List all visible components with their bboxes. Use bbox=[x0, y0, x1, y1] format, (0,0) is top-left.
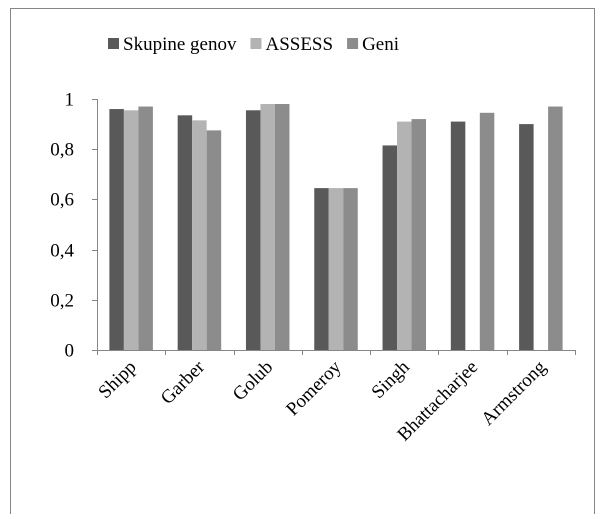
bar bbox=[411, 119, 427, 350]
bar bbox=[314, 188, 329, 350]
y-tick-label: 0 bbox=[65, 341, 75, 362]
legend-label: ASSESS bbox=[265, 34, 333, 55]
chart-frame bbox=[10, 8, 595, 519]
bar bbox=[192, 120, 207, 351]
bar bbox=[382, 145, 398, 350]
bar bbox=[450, 121, 466, 350]
y-tick-label: 1 bbox=[65, 90, 75, 111]
y-tick-label: 0,6 bbox=[50, 190, 74, 211]
bar bbox=[123, 110, 139, 350]
bar bbox=[397, 121, 412, 350]
bar bbox=[519, 124, 534, 350]
bar bbox=[109, 109, 124, 350]
legend-label: Skupine genov bbox=[123, 34, 237, 55]
bar bbox=[548, 106, 563, 350]
legend-swatch bbox=[108, 38, 119, 49]
legend-swatch bbox=[347, 38, 359, 49]
y-tick-label: 0,2 bbox=[50, 291, 74, 312]
bar bbox=[138, 106, 153, 350]
legend-swatch bbox=[250, 38, 262, 49]
bar bbox=[479, 112, 495, 351]
bar bbox=[177, 115, 193, 350]
bar bbox=[245, 110, 261, 350]
bar bbox=[260, 104, 275, 351]
legend-label: Geni bbox=[362, 34, 399, 55]
y-tick-label: 0,8 bbox=[50, 140, 74, 161]
bar bbox=[328, 188, 344, 350]
bar bbox=[206, 130, 222, 350]
bar bbox=[274, 104, 290, 351]
bar bbox=[343, 188, 358, 350]
y-tick-label: 0,4 bbox=[50, 241, 74, 262]
